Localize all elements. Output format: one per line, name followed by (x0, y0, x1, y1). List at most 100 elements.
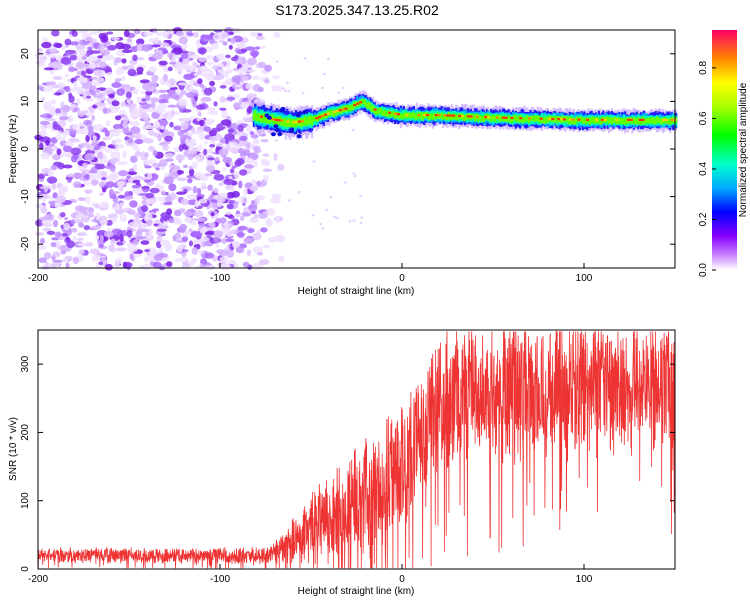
spectrogram-noise-cell (65, 262, 70, 269)
spectrogram-noise-cell (120, 52, 126, 57)
spectrogram-noise-cell (145, 197, 157, 205)
spectrogram-noise-cell (210, 212, 215, 217)
spectrogram-noise-cell (264, 167, 268, 171)
spectrogram-noise-cell (243, 187, 248, 196)
spectrogram-noise-cell (228, 31, 235, 36)
spectrogram-noise-cell (37, 244, 44, 249)
spectrogram-noise-cell (68, 173, 74, 177)
spectrogram-noise-cell (126, 98, 132, 104)
spectrogram-noise-cell (43, 67, 55, 71)
spectrogram-noise-cell (160, 42, 170, 48)
spectrogram-noise-cell (196, 144, 204, 152)
spectrogram-noise-cell (55, 137, 66, 141)
spectrogram-noise-cell (99, 234, 104, 243)
spectrogram-noise-cell (343, 181, 347, 184)
spectrogram-ridge-cell (660, 118, 663, 125)
spectrogram-ridge-cell (308, 115, 311, 125)
y-tick-label: 0 (20, 146, 31, 152)
snr-y-ticks: 0 100 200 300 (20, 355, 675, 572)
spectrogram-ridge-cell (440, 112, 443, 119)
spectrogram-noise-cell (211, 64, 219, 70)
spectrogram-ridge-cell (257, 113, 260, 122)
spectrogram-noise-cell (130, 126, 141, 134)
spectrogram-ridge-cell (366, 102, 369, 109)
spectrogram-ridge-cell (273, 116, 276, 126)
spectrogram-peak-cell (600, 118, 604, 121)
spectrogram-noise-cell (85, 97, 94, 102)
spectrogram-noise-cell (140, 156, 148, 161)
spectrogram-noise-cell (43, 252, 52, 260)
spectrogram-noise-cell (76, 213, 86, 219)
spectrogram-ridge-cell (574, 118, 577, 125)
spectrogram-noise-cell (190, 54, 200, 60)
spectrogram-ridge-cell (351, 104, 354, 111)
spectrogram-noise-cell (248, 203, 258, 212)
spectrogram-noise-cell (75, 61, 84, 69)
spectrogram-noise-cell (319, 222, 323, 226)
spectrogram-noise-cell (87, 130, 96, 138)
spectrogram-noise-cell (119, 214, 128, 223)
spectrogram-noise-cell (122, 115, 129, 124)
spectrogram-peak-cell (586, 118, 590, 121)
spectrogram-noise-cell (140, 222, 146, 230)
spectrogram-ridge-cell (516, 115, 519, 122)
spectrogram-noise-cell (42, 146, 53, 155)
spectrogram-noise-cell (126, 38, 133, 43)
colorbar-tick-label: 0.8 (698, 61, 709, 75)
spectrogram-ridge-cell (638, 119, 641, 125)
spectrogram-noise-cell (239, 135, 248, 141)
spectrogram-ridge-cell (666, 119, 669, 125)
spectrogram-noise-cell (271, 193, 282, 199)
spectrogram-noise-cell (126, 229, 133, 238)
spectrogram-noise-cell (118, 186, 124, 192)
spectrogram-ridge-cell (309, 115, 312, 123)
spectrogram-noise-cell (231, 75, 241, 83)
spectrogram-noise-cell (116, 180, 126, 188)
spectrogram-ridge-cell (583, 117, 586, 123)
spectrogram-noise-cell (127, 171, 138, 176)
spectrogram-ridge-cell (376, 108, 379, 115)
spectrogram-noise-cell (147, 172, 153, 180)
spectrogram-peak-cell (286, 120, 290, 123)
spectrogram-noise-cell (58, 186, 67, 194)
spectrogram-ridge-cell (369, 103, 372, 110)
spectrogram-ridge-cell (555, 116, 558, 126)
spectrogram-noise-cell (270, 196, 282, 204)
spectrogram-ridge-cell (395, 113, 398, 119)
spectrogram-ridge-cell (375, 108, 378, 115)
spectrogram-noise-cell (125, 195, 134, 200)
spectrogram-peak-cell (396, 113, 400, 116)
spectrogram-noise-cell (114, 128, 124, 133)
spectrogram-ridge-cell (431, 113, 435, 121)
spectrogram-noise-cell (149, 187, 160, 194)
spectrogram-noise-cell (284, 89, 288, 93)
spectrogram-ridge-cell (494, 116, 497, 123)
spectrogram-noise-cell (142, 186, 150, 190)
spectrogram-x-label: Height of straight line (km) (298, 286, 415, 297)
spectrogram-noise-cell (224, 213, 234, 218)
spectrogram-ridge-cell (412, 112, 416, 119)
spectrogram-noise-cell (252, 181, 258, 186)
spectrogram-ridge-cell (479, 115, 483, 122)
spectrogram-noise-cell (41, 37, 49, 42)
spectrogram-noise-cell (34, 232, 45, 236)
spectrogram-noise-cell (228, 44, 233, 50)
spectrogram-ridge-cell (621, 118, 624, 125)
spectrogram-ridge-cell (653, 118, 656, 125)
spectrogram-ridge-cell (418, 113, 421, 120)
spectrogram-noise-cell (265, 208, 276, 216)
spectrogram-noise-cell (70, 103, 77, 108)
spectrogram-ridge-cell (618, 117, 621, 123)
spectrogram-noise-cell (98, 181, 105, 188)
spectrogram-noise-cell (255, 35, 266, 40)
spectrogram-noise-cell (95, 102, 106, 107)
spectrogram-noise-cell (209, 72, 215, 79)
spectrogram-noise-cell (264, 78, 270, 84)
spectrogram-noise-cell (219, 96, 226, 103)
spectrogram-noise-cell (143, 117, 150, 123)
spectrogram-noise-cell (130, 46, 139, 53)
spectrogram-noise-cell (71, 218, 76, 226)
spectrogram-ridge-cell (385, 111, 388, 117)
spectrogram-noise-cell (116, 241, 124, 246)
spectrogram-noise-cell (359, 221, 363, 225)
